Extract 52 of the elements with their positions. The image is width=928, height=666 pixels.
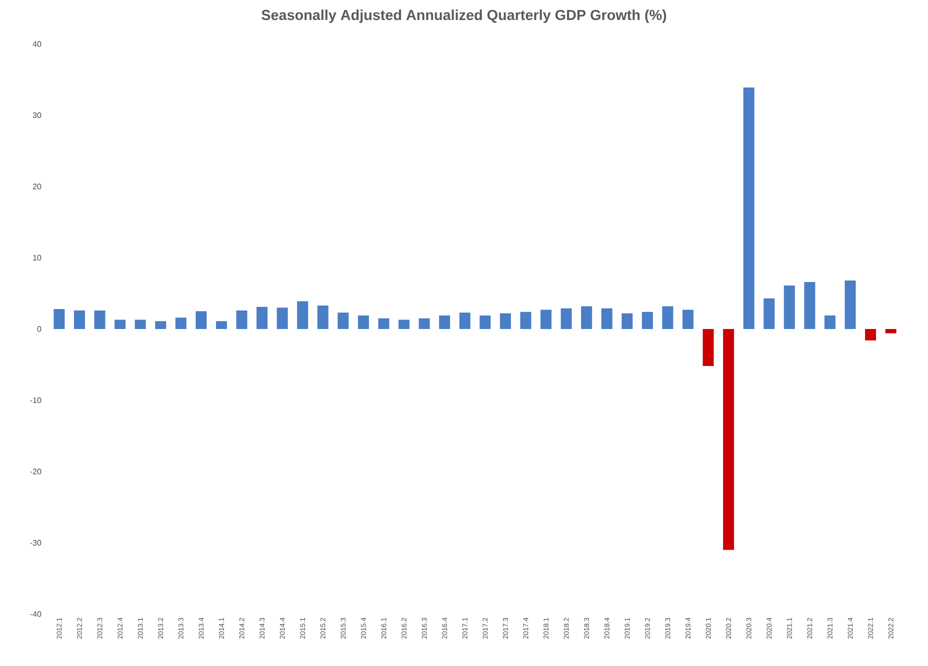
bar	[236, 310, 248, 329]
bar	[540, 310, 552, 329]
bar	[622, 313, 633, 329]
bar	[74, 310, 85, 329]
bar	[459, 312, 470, 329]
y-tick-label: 30	[32, 112, 42, 118]
chart-title: Seasonally Adjusted Annualized Quarterly GDP Growth (%)	[262, 10, 666, 23]
bar	[662, 306, 674, 329]
bar	[885, 328, 896, 334]
bar	[155, 321, 166, 329]
bar	[418, 318, 430, 329]
bar	[520, 312, 532, 329]
y-tick-label: -10	[30, 397, 42, 404]
bar	[480, 315, 491, 329]
bar	[764, 298, 775, 329]
bar	[682, 310, 694, 329]
y-tick-label: 0	[37, 326, 42, 332]
bar	[500, 313, 511, 329]
bar	[723, 328, 734, 550]
bar	[398, 320, 410, 329]
bar	[358, 315, 369, 329]
bar	[297, 301, 308, 329]
bar	[560, 308, 572, 329]
bar	[702, 328, 714, 366]
bar	[378, 318, 390, 329]
bar	[338, 312, 349, 329]
bar	[317, 305, 328, 329]
y-tick-label: 10	[33, 254, 42, 261]
bar	[175, 318, 186, 329]
bar	[581, 306, 592, 329]
bar	[642, 312, 653, 329]
bar	[804, 282, 816, 329]
bar	[601, 308, 612, 329]
y-tick-label: 20	[32, 184, 42, 190]
bar	[824, 315, 836, 329]
bar	[276, 308, 288, 329]
y-tick-label: 40	[32, 41, 42, 47]
y-tick-label: -40	[30, 611, 42, 617]
bar	[784, 286, 795, 329]
bar	[256, 306, 268, 329]
bar	[94, 310, 106, 329]
bar	[54, 309, 65, 329]
bar	[865, 328, 876, 340]
bar	[216, 321, 227, 329]
bar	[134, 320, 146, 329]
y-tick-label: -30	[30, 540, 42, 546]
bar	[844, 280, 856, 329]
bar	[439, 315, 450, 329]
bar	[743, 87, 754, 329]
bar	[196, 311, 207, 329]
y-tick-label: -20	[30, 468, 42, 474]
bar	[114, 320, 126, 329]
